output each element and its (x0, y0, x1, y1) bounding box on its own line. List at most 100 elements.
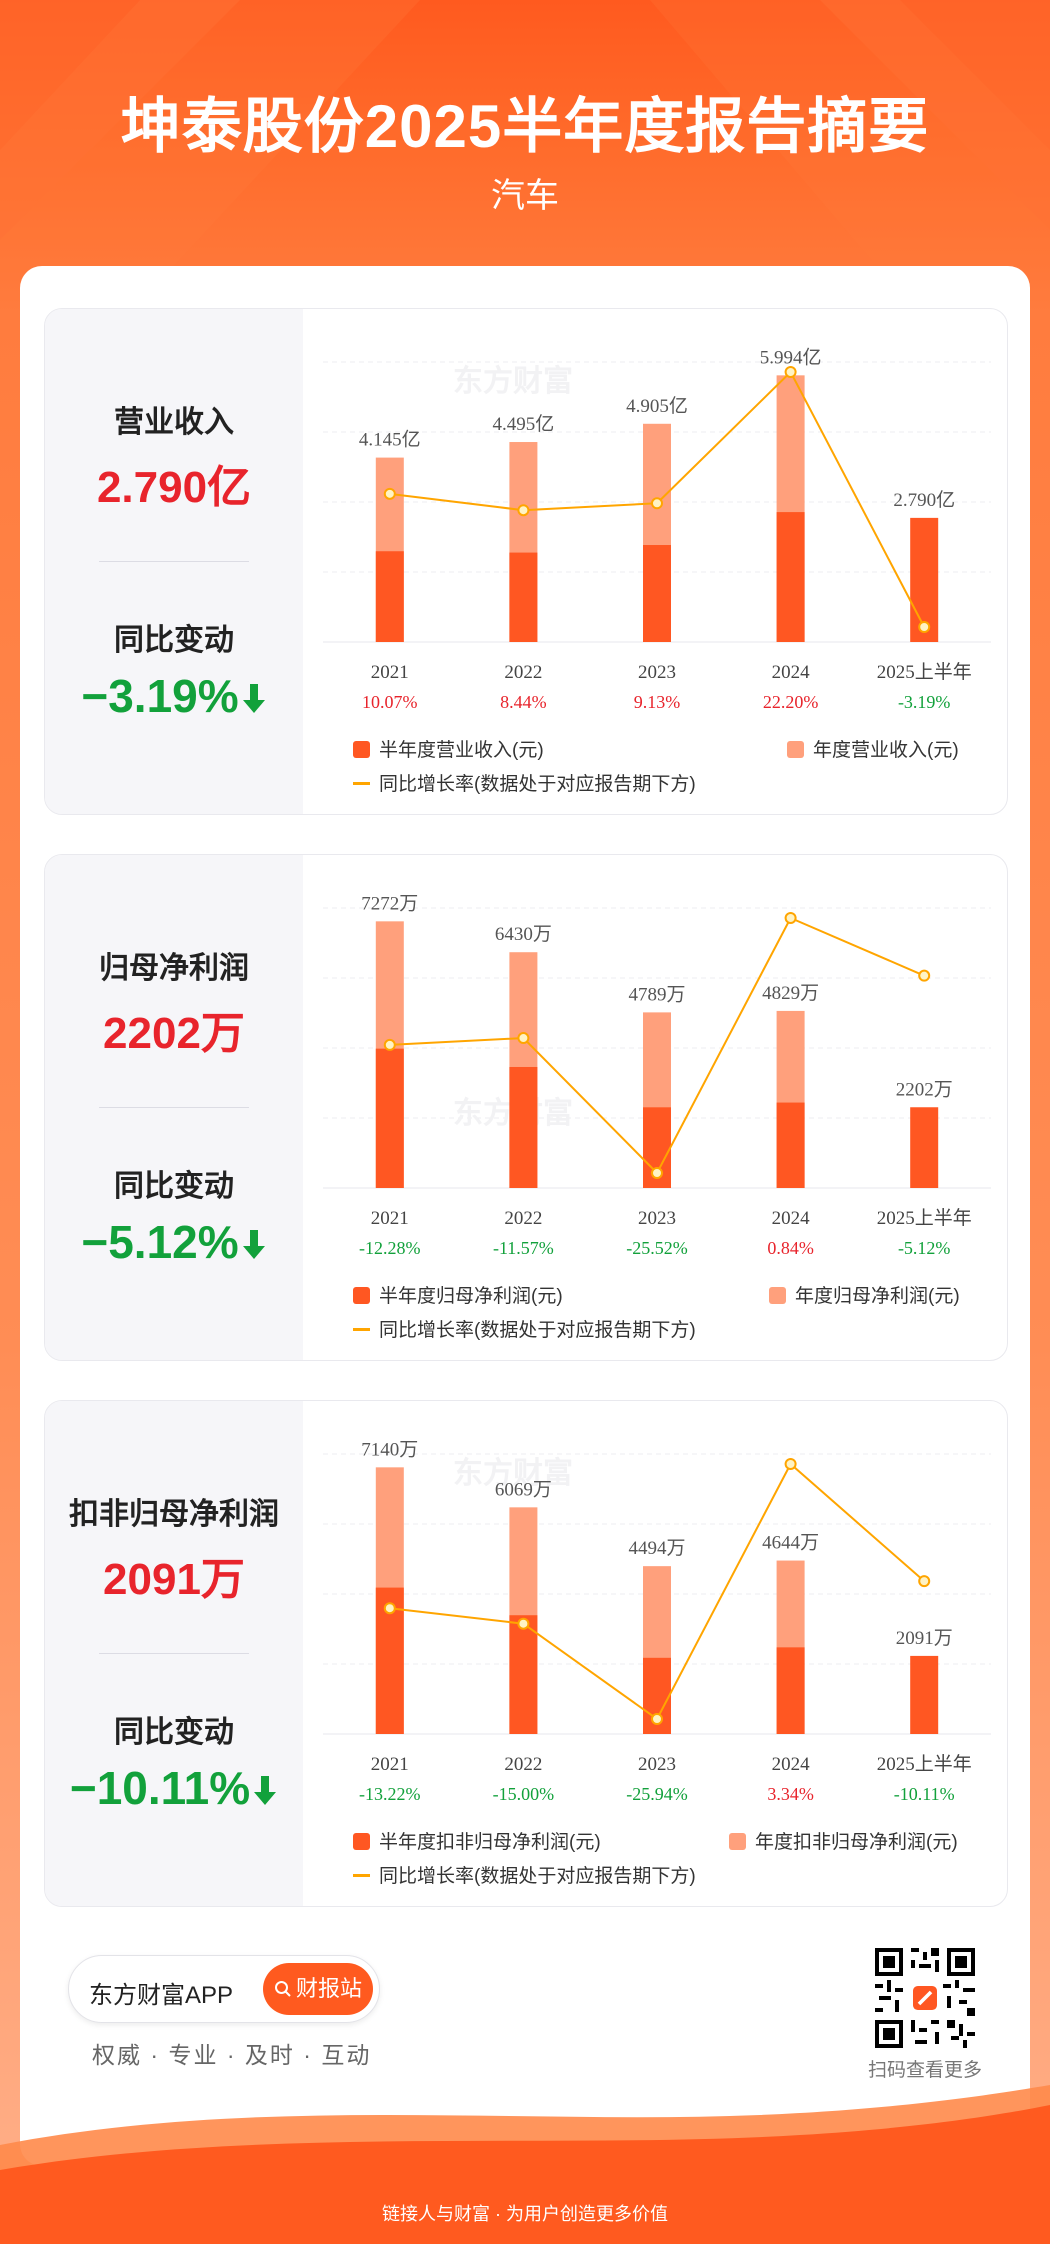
down-arrow-icon (242, 684, 265, 713)
change-value-text: −5.12% (81, 1216, 239, 1268)
legend-half: 半年度归母净利润(元) (353, 1281, 563, 1308)
divider (99, 1653, 249, 1654)
change-label: 同比变动 (114, 1716, 234, 1749)
bar-half-year (910, 1655, 939, 1734)
legend-label: 年度营业收入(元) (813, 740, 959, 761)
growth-rate-label: -15.00% (493, 1784, 555, 1804)
down-arrow-icon (254, 1776, 277, 1805)
legend-swatch-dark (353, 1287, 370, 1304)
category-label: 2024 (772, 662, 811, 683)
qr-label: 扫码查看更多 (867, 2060, 982, 2081)
qr-code-icon[interactable] (875, 1948, 975, 2048)
growth-rate-label: 10.07% (362, 692, 418, 712)
slogan: 权威 · 专业 · 及时 · 互动 (92, 2042, 372, 2068)
category-label: 2024 (772, 1208, 811, 1229)
bar-value-label: 5.994亿 (760, 346, 822, 368)
legend-line: 同比增长率(数据处于对应报告期下方) (353, 1315, 696, 1342)
growth-rate-point (383, 1602, 396, 1615)
metric-label: 营业收入 (114, 406, 234, 439)
category-label: 2023 (638, 662, 676, 683)
growth-rate-label: -11.57% (493, 1238, 554, 1258)
category-label: 2025上半年 (877, 661, 972, 683)
bar-half-year (509, 1615, 538, 1734)
bar-half-year (776, 1102, 805, 1188)
growth-rate-point (784, 912, 797, 924)
growth-rate-point (918, 969, 931, 982)
growth-rate-label: -13.22% (359, 1784, 421, 1804)
bar-value-label: 2202万 (896, 1079, 953, 1100)
divider (99, 561, 249, 562)
watermark: 东方财富 (453, 364, 573, 398)
growth-rate-point (651, 497, 663, 510)
bar-value-label: 2091万 (896, 1628, 953, 1649)
legend-label: 年度扣非归母净利润(元) (755, 1832, 958, 1853)
bar-value-label: 4494万 (628, 1538, 685, 1559)
category-label: 2024 (772, 1754, 811, 1775)
metric-label: 扣非归母净利润 (69, 1498, 279, 1531)
legend-swatch-line (353, 782, 370, 785)
bar-value-label: 2.790亿 (893, 489, 955, 511)
app-search-pill[interactable]: 东方财富APP 财报站 (68, 1955, 380, 2023)
legend-label: 同比增长率(数据处于对应报告期下方) (379, 774, 696, 795)
bar-value-label: 6069万 (495, 1479, 552, 1500)
growth-rate-label: -25.94% (626, 1784, 688, 1804)
change-value-text: −3.19% (81, 670, 239, 722)
bar-half-year (509, 552, 538, 642)
bar-half-year (509, 1066, 538, 1188)
category-label: 2021 (371, 662, 409, 683)
growth-rate-point (651, 1713, 663, 1725)
metric-value: 2202万 (103, 1009, 245, 1058)
growth-rate-label: -5.12% (898, 1238, 951, 1258)
legend-swatch-dark (353, 1833, 370, 1850)
growth-rate-point (517, 1617, 530, 1630)
bar-half-year (375, 1048, 404, 1188)
metric-label: 归母净利润 (99, 952, 249, 985)
deducted-profit-chart: 东方财富 7140万 2021 -13.22% 6069万 2022 -15.00% 4494… (323, 1439, 991, 1804)
deducted-profit-panel: 扣非归母净利润 2091万 同比变动 −10.11% 东方财富 7140万 2021… (44, 1400, 1008, 1907)
legend-label: 半年度归母净利润(元) (379, 1286, 563, 1307)
net-profit-summary: 归母净利润 2202万 同比变动 −5.12% (45, 855, 303, 1360)
change-label: 同比变动 (114, 624, 234, 657)
revenue-panel: 营业收入 2.790亿 同比变动 −3.19% 东方财富 4.145亿 2021 10… (44, 308, 1008, 815)
legend-swatch-dark (353, 741, 370, 758)
change-value: −5.12% (45, 1215, 303, 1269)
growth-rate-point (383, 487, 396, 500)
deducted-profit-summary: 扣非归母净利润 2091万 同比变动 −10.11% (45, 1401, 303, 1906)
change-value-text: −10.11% (69, 1762, 251, 1814)
divider (99, 1107, 249, 1108)
bar-value-label: 4.145亿 (359, 429, 421, 451)
growth-rate-label: 0.84% (767, 1238, 814, 1258)
growth-rate-point (383, 1038, 396, 1051)
growth-rate-label: -3.19% (898, 692, 951, 712)
bar-half-year (375, 551, 404, 642)
growth-rate-label: -10.11% (894, 1784, 955, 1804)
category-label: 2025上半年 (877, 1753, 972, 1775)
bar-half-year (910, 1107, 939, 1188)
growth-rate-label: 3.34% (767, 1784, 814, 1804)
legend-line: 同比增长率(数据处于对应报告期下方) (353, 769, 696, 796)
report-station-button[interactable]: 财报站 (263, 1963, 373, 2015)
growth-rate-label: -25.52% (626, 1238, 688, 1258)
growth-rate-point (517, 1032, 530, 1045)
legend-swatch-light (769, 1287, 786, 1304)
revenue-summary: 营业收入 2.790亿 同比变动 −3.19% (45, 309, 303, 814)
footer-tagline: 链接人与财富 · 为用户创造更多价值 (382, 2204, 668, 2224)
net-profit-chart: 东方财富7272万2021-12.28%6430万2022-11.57%4789… (323, 893, 991, 1258)
bar-value-label: 4789万 (628, 984, 685, 1005)
growth-rate-point (918, 1575, 931, 1588)
header-decoration (0, 0, 1050, 270)
net-profit-panel: 归母净利润 2202万 同比变动 −5.12% 东方财富7272万2021-12… (44, 854, 1008, 1361)
growth-rate-point (784, 1458, 797, 1470)
bar-value-label: 4.905亿 (626, 395, 688, 417)
legend-swatch-light (787, 741, 804, 758)
growth-rate-point (651, 1167, 663, 1179)
legend-year: 年度营业收入(元) (787, 735, 959, 762)
bar-half-year (643, 545, 671, 642)
category-label: 2023 (638, 1754, 676, 1775)
category-label: 2021 (371, 1754, 409, 1775)
bar-half-year (776, 1647, 805, 1734)
legend-half: 半年度扣非归母净利润(元) (353, 1827, 601, 1854)
legend-label: 同比增长率(数据处于对应报告期下方) (379, 1320, 696, 1341)
growth-rate-point (784, 366, 797, 378)
growth-rate-point (918, 621, 931, 633)
